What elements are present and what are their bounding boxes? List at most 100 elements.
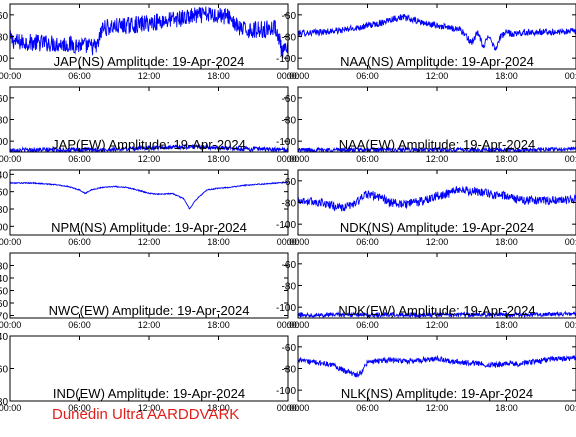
chart-7-xtick-label: 18:00 <box>495 320 518 330</box>
chart-3-ytick-label: -80 <box>282 116 297 127</box>
chart-2-xtick-label: 18:00 <box>207 154 230 164</box>
chart-0-xtick-label: 18:00 <box>207 71 230 81</box>
chart-0-ytick-label: -60 <box>0 11 8 22</box>
chart-6-ytick-label: -50 <box>0 287 8 298</box>
chart-7-xtick-label: 12:00 <box>426 320 449 330</box>
chart-3-xtick-label: 18:00 <box>495 154 518 164</box>
chart-5-ytick-label: -80 <box>282 199 297 210</box>
chart-9-xtick-label: 00:00 <box>565 403 576 413</box>
chart-4-ytick-label: -100 <box>0 222 8 233</box>
chart-9-ytick-label: -100 <box>276 386 296 397</box>
chart-7-title: NDK(EW) Amplitude: 19-Apr-2024 <box>338 303 535 318</box>
chart-8-title: IND(EW) Amplitude: 19-Apr-2024 <box>53 386 245 401</box>
chart-1-ytick-label: -80 <box>282 33 297 44</box>
chart-6-ytick-label: -60 <box>0 299 8 310</box>
chart-3-ytick-label: -100 <box>276 137 296 148</box>
chart-8-xtick-label: 06:00 <box>68 403 91 413</box>
chart-6-xtick-label: 18:00 <box>207 320 230 330</box>
chart-2-xtick-label: 00:00 <box>0 154 21 164</box>
chart-0-xtick-label: 00:00 <box>0 71 21 81</box>
chart-1-ytick-label: -60 <box>282 11 297 22</box>
chart-4-ytick-label: -80 <box>0 205 8 216</box>
chart-5-series-line <box>298 185 576 212</box>
chart-1-xtick-label: 00:00 <box>565 71 576 81</box>
chart-4-xtick-label: 00:00 <box>0 237 21 247</box>
chart-2-xtick-label: 06:00 <box>68 154 91 164</box>
chart-3-xtick-label: 12:00 <box>426 154 449 164</box>
chart-9-xtick-label: 12:00 <box>426 403 449 413</box>
chart-5-xtick-label: 00:00 <box>287 237 310 247</box>
chart-7-ytick-label: -80 <box>282 282 297 293</box>
chart-5-ytick-label: -60 <box>282 177 297 188</box>
chart-4-ytick-label: -60 <box>0 188 8 199</box>
chart-5-title: NDK(NS) Amplitude: 19-Apr-2024 <box>340 220 534 235</box>
chart-4-xtick-label: 18:00 <box>207 237 230 247</box>
chart-5-xtick-label: 12:00 <box>426 237 449 247</box>
chart-0-xtick-label: 12:00 <box>138 71 161 81</box>
chart-8-ytick-label: -60 <box>0 365 8 376</box>
chart-6-xtick-label: 00:00 <box>277 320 300 330</box>
chart-5-xtick-label: 18:00 <box>495 237 518 247</box>
chart-6-ytick-label: -30 <box>0 262 8 273</box>
chart-8-xtick-label: 00:00 <box>0 403 21 413</box>
chart-9-series-line <box>298 354 576 378</box>
chart-6-ytick-label: -40 <box>0 274 8 285</box>
chart-1-ytick-label: -100 <box>276 54 296 65</box>
chart-2-xtick-label: 12:00 <box>138 154 161 164</box>
chart-0-xtick-label: 06:00 <box>68 71 91 81</box>
chart-4-xtick-label: 00:00 <box>277 237 300 247</box>
chart-5-xtick-label: 00:00 <box>565 237 576 247</box>
chart-0-series-line <box>10 6 288 60</box>
chart-7-ytick-label: -100 <box>276 303 296 314</box>
chart-6-xtick-label: 00:00 <box>0 320 21 330</box>
chart-5-ytick-label: -100 <box>276 220 296 231</box>
chart-9-ytick-label: -80 <box>282 365 297 376</box>
chart-9-xtick-label: 06:00 <box>356 403 379 413</box>
chart-6-ytick-label: -70 <box>0 312 8 323</box>
chart-4-xtick-label: 12:00 <box>138 237 161 247</box>
chart-9-xtick-label: 00:00 <box>287 403 310 413</box>
chart-2-xtick-label: 00:00 <box>277 154 300 164</box>
footer-label: Dunedin Ultra AARDDVARK <box>52 406 240 423</box>
chart-6-xtick-label: 06:00 <box>68 320 91 330</box>
chart-3-xtick-label: 00:00 <box>287 154 310 164</box>
chart-7-ytick-label: -60 <box>282 260 297 271</box>
chart-1-xtick-label: 12:00 <box>426 71 449 81</box>
chart-8-xtick-label: 18:00 <box>207 403 230 413</box>
chart-2-ytick-label: -60 <box>0 94 8 105</box>
chart-2-title: JAP(EW) Amplitude: 19-Apr-2024 <box>52 137 246 152</box>
chart-3-xtick-label: 06:00 <box>356 154 379 164</box>
chart-8-ytick-label: -40 <box>0 332 8 343</box>
chart-1-title: NAA(NS) Amplitude: 19-Apr-2024 <box>340 54 534 69</box>
chart-3-title: NAA(EW) Amplitude: 19-Apr-2024 <box>339 137 536 152</box>
chart-9-xtick-label: 18:00 <box>495 403 518 413</box>
chart-3-ytick-label: -60 <box>282 94 297 105</box>
chart-0-title: JAP(NS) Amplitude: 19-Apr-2024 <box>54 54 245 69</box>
chart-9-ytick-label: -60 <box>282 343 297 354</box>
chart-4-ytick-label: -40 <box>0 170 8 181</box>
chart-7-xtick-label: 00:00 <box>287 320 310 330</box>
chart-4-xtick-label: 06:00 <box>68 237 91 247</box>
chart-2-ytick-label: -80 <box>0 116 8 127</box>
chart-8-xtick-label: 12:00 <box>138 403 161 413</box>
chart-0-ytick-label: -100 <box>0 54 8 65</box>
chart-0-xtick-label: 00:00 <box>277 71 300 81</box>
chart-6-xtick-label: 12:00 <box>138 320 161 330</box>
chart-1-xtick-label: 00:00 <box>287 71 310 81</box>
chart-3-xtick-label: 00:00 <box>565 154 576 164</box>
chart-8-ytick-label: -80 <box>0 397 8 408</box>
chart-1-series-line <box>298 14 576 51</box>
chart-6-title: NWC(EW) Amplitude: 19-Apr-2024 <box>49 303 250 318</box>
chart-1-xtick-label: 18:00 <box>495 71 518 81</box>
chart-0-ytick-label: -80 <box>0 33 8 44</box>
chart-7-xtick-label: 06:00 <box>356 320 379 330</box>
chart-5-xtick-label: 06:00 <box>356 237 379 247</box>
chart-4-series-line <box>10 181 288 210</box>
chart-4-title: NPM(NS) Amplitude: 19-Apr-2024 <box>51 220 247 235</box>
chart-9-title: NLK(NS) Amplitude: 19-Apr-2024 <box>341 386 533 401</box>
chart-7-xtick-label: 00:00 <box>565 320 576 330</box>
chart-1-xtick-label: 06:00 <box>356 71 379 81</box>
chart-8-xtick-label: 00:00 <box>277 403 300 413</box>
